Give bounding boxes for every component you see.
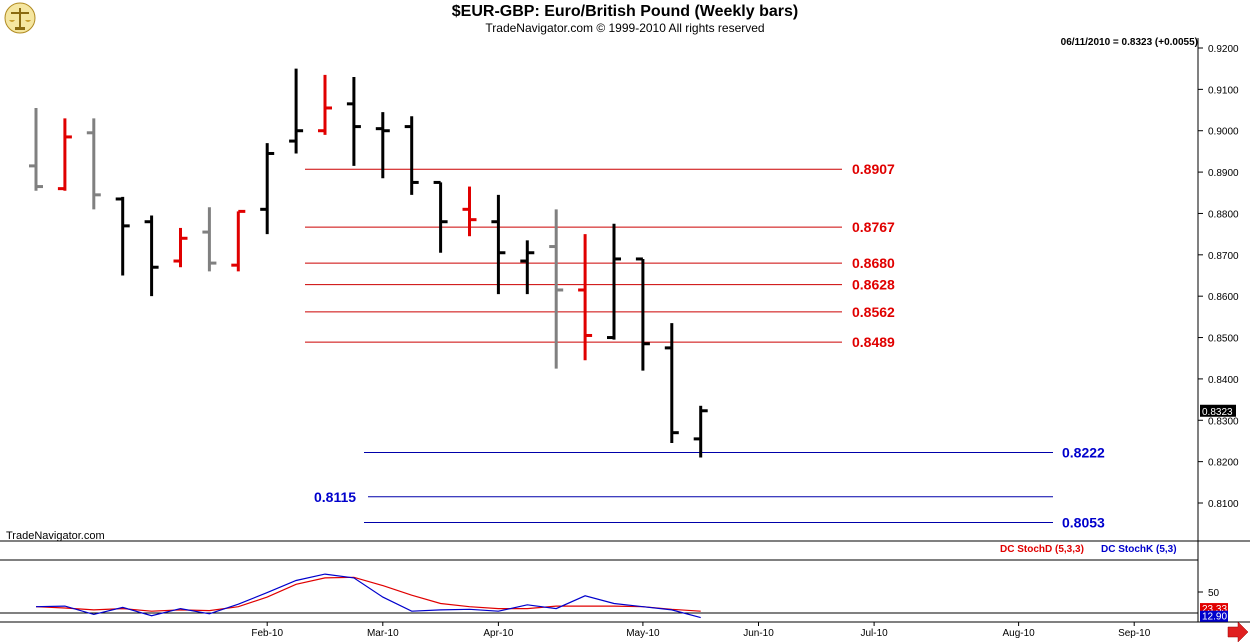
ohlc-bar bbox=[115, 196, 130, 276]
date-tick-label: Jul-10 bbox=[860, 628, 888, 639]
ohlc-bar bbox=[404, 116, 419, 195]
price-tick-label: 0.8800 bbox=[1208, 209, 1239, 220]
price-tick-label: 0.8400 bbox=[1208, 375, 1239, 386]
date-tick-label: Sep-10 bbox=[1118, 628, 1151, 639]
last-quote: 06/11/2010 = 0.8323 (+0.0055) bbox=[1060, 37, 1198, 48]
resistance-label: 0.8680 bbox=[852, 255, 895, 271]
ohlc-bar bbox=[346, 76, 361, 166]
price-tick-label: 0.8200 bbox=[1208, 458, 1239, 469]
resistance-label: 0.8628 bbox=[852, 277, 895, 293]
last-price-label: 0.8323 bbox=[1202, 407, 1233, 418]
stoch-level-label: 50 bbox=[1208, 588, 1220, 599]
stochd-line bbox=[35, 576, 701, 612]
date-tick-label: Aug-10 bbox=[1002, 628, 1035, 639]
price-tick-label: 0.8500 bbox=[1208, 334, 1239, 345]
date-tick-label: May-10 bbox=[626, 628, 660, 639]
support-label: 0.8053 bbox=[1062, 514, 1105, 530]
stochd-value: 23.33 bbox=[1202, 604, 1227, 615]
stochk-value-box bbox=[1200, 610, 1228, 622]
price-axis: 0.9200 0.9100 0.9000 0.8900 0.8800 0.8700 0.86… bbox=[1198, 44, 1239, 510]
price-tick-label: 0.9000 bbox=[1208, 127, 1239, 138]
scales-logo-icon bbox=[4, 2, 36, 34]
ohlc-bar bbox=[231, 209, 246, 272]
ohlc-bar bbox=[173, 227, 188, 268]
ohlc-bar bbox=[375, 112, 390, 179]
ohlc-bar bbox=[491, 194, 506, 295]
chart-title: $EUR-GBP: Euro/British Pound (Weekly bar… bbox=[451, 3, 799, 20]
ohlc-bar bbox=[29, 107, 43, 191]
ohlc-bar bbox=[635, 257, 650, 371]
ohlc-bar bbox=[520, 240, 535, 295]
stochk-line bbox=[35, 573, 701, 619]
ohlc-bar bbox=[57, 118, 72, 191]
watermark: TradeNavigator.com bbox=[6, 530, 105, 542]
ohlc-bar bbox=[549, 209, 564, 369]
stochd-legend: DC StochD (5,3,3) bbox=[1000, 544, 1084, 555]
date-tick-label: Mar-10 bbox=[367, 628, 399, 639]
support-label: 0.8115 bbox=[314, 489, 356, 505]
resistance-label: 0.8489 bbox=[852, 334, 895, 350]
ohlc-bar bbox=[693, 405, 708, 458]
resistance-label: 0.8562 bbox=[852, 304, 895, 320]
price-tick-label: 0.8100 bbox=[1208, 499, 1239, 510]
ohlc-bar bbox=[260, 143, 275, 235]
ohlc-bar bbox=[433, 180, 448, 253]
date-axis: Feb-10 Mar-10 Apr-10 May-10 Jun-10 Jul-10 Aug-… bbox=[251, 622, 1151, 639]
ohlc-bar bbox=[578, 234, 593, 361]
support-label: 0.8222 bbox=[1062, 445, 1105, 461]
last-price-marker: 0.8323 bbox=[1200, 404, 1236, 418]
date-tick-label: Apr-10 bbox=[483, 628, 513, 639]
ohlc-bar bbox=[462, 186, 477, 237]
last-price-box bbox=[1200, 404, 1236, 417]
price-tick-label: 0.8600 bbox=[1208, 292, 1239, 303]
price-tick-label: 0.8300 bbox=[1208, 416, 1239, 427]
price-tick-label: 0.8900 bbox=[1208, 168, 1239, 179]
price-tick-label: 0.9200 bbox=[1208, 44, 1239, 55]
stochk-legend: DC StochK (5,3) bbox=[1101, 544, 1177, 555]
stochk-value: 12.90 bbox=[1202, 612, 1227, 623]
resistance-label: 0.8907 bbox=[852, 161, 895, 177]
ohlc-bar bbox=[86, 118, 101, 210]
date-tick-label: Feb-10 bbox=[251, 628, 283, 639]
price-tick-label: 0.8700 bbox=[1208, 251, 1239, 262]
level-lines: 0.8907 0.8767 0.8680 0.8628 0.8562 0.8489 0.82… bbox=[305, 161, 1105, 530]
chart-subtitle: TradeNavigator.com © 1999-2010 All right… bbox=[485, 21, 765, 35]
scroll-right-arrow-icon[interactable] bbox=[1227, 621, 1249, 643]
ohlc-bar bbox=[144, 215, 159, 297]
ohlc-bar bbox=[289, 68, 304, 154]
date-tick-label: Jun-10 bbox=[743, 628, 774, 639]
ohlc-bar bbox=[202, 207, 217, 272]
ohlc-bar bbox=[607, 223, 621, 340]
ohlc-bar bbox=[318, 74, 332, 135]
price-tick-label: 0.9100 bbox=[1208, 85, 1239, 96]
chart-frame bbox=[0, 38, 1250, 623]
resistance-label: 0.8767 bbox=[852, 219, 895, 235]
ohlc-bars bbox=[29, 68, 708, 458]
ohlc-bar bbox=[664, 323, 679, 444]
stochd-value-box bbox=[1200, 603, 1228, 615]
